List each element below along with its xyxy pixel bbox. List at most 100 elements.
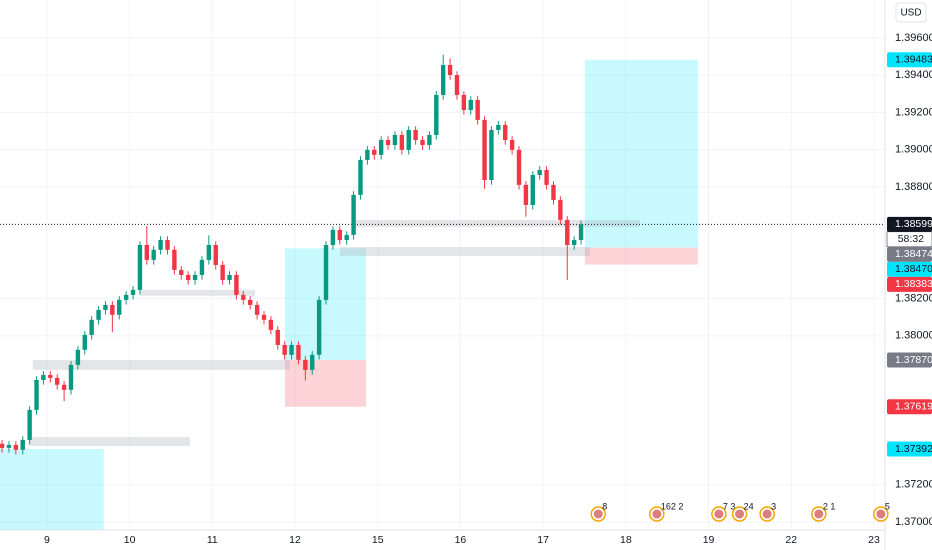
countdown-label: 58:32: [898, 233, 924, 245]
x-tick-label: 10: [124, 534, 136, 546]
candle-body: [241, 294, 246, 300]
candle-body: [158, 239, 163, 250]
y-tick-label: 1.37200: [895, 479, 932, 491]
candle-body: [103, 304, 108, 310]
candle-body: [82, 334, 87, 350]
candle-body: [578, 224, 584, 240]
price-label: 1.38474: [895, 248, 932, 260]
candle-body: [337, 229, 343, 240]
candle-body: [254, 304, 260, 315]
candle-body: [213, 244, 218, 265]
plot-area: [0, 0, 885, 530]
candle-body: [509, 139, 515, 150]
candle-body: [565, 219, 570, 245]
event-flag: [714, 509, 724, 519]
y-tick-label: 1.38000: [895, 330, 932, 342]
candle-body: [247, 299, 253, 305]
x-tick-label: 12: [289, 534, 301, 546]
candle-body: [323, 244, 329, 300]
candle-body: [427, 134, 432, 146]
candle-body: [0, 443, 5, 448]
candle-body: [137, 244, 143, 290]
x-tick-label: 9: [44, 534, 50, 546]
x-tick-label: 16: [455, 534, 467, 546]
candle-body: [420, 139, 425, 146]
candle-body: [13, 444, 19, 450]
zone: [29, 437, 190, 447]
zone: [354, 220, 640, 227]
event-flag: [762, 509, 772, 519]
candle-body: [289, 344, 294, 355]
currency-label: USD: [900, 8, 921, 19]
candle-body: [227, 274, 232, 280]
candle-body: [261, 314, 267, 320]
x-tick-label: 15: [372, 534, 384, 546]
candle-body: [378, 139, 384, 155]
candle-body: [530, 174, 535, 205]
candle-body: [68, 364, 74, 390]
event-label: 24: [744, 501, 754, 511]
candle-body: [303, 359, 308, 370]
candle-body: [475, 99, 480, 120]
candle-body: [551, 184, 556, 200]
candle-body: [268, 319, 274, 330]
candle-body: [516, 149, 522, 185]
candle-body: [372, 149, 377, 155]
position-box: [0, 449, 104, 530]
candle-body: [220, 264, 225, 280]
price-label: 1.37870: [895, 354, 932, 366]
y-tick-label: 1.39200: [895, 106, 932, 118]
y-tick-label: 1.38200: [895, 293, 932, 305]
candle-body: [20, 439, 25, 450]
event-flag: [735, 509, 745, 519]
candle-body: [179, 269, 184, 275]
event-flag: [652, 509, 662, 519]
candle-body: [330, 229, 336, 245]
event-flag: [593, 509, 603, 519]
candle-body: [440, 64, 446, 95]
candle-body: [6, 444, 12, 448]
candle-body: [558, 199, 563, 220]
candle-body: [496, 124, 501, 130]
candle-body: [365, 149, 370, 160]
candle-body: [55, 377, 60, 385]
price-badge: [887, 441, 932, 457]
event-flag: [814, 509, 824, 519]
price-label: 1.37619: [895, 401, 932, 413]
candle-body: [144, 244, 150, 260]
candle-body: [206, 244, 212, 260]
candle-body: [123, 294, 129, 300]
candle-body: [482, 119, 487, 181]
price-badge: [887, 261, 932, 277]
price-badge: [887, 276, 932, 292]
y-tick-label: 1.37000: [895, 516, 932, 528]
candle-body: [454, 75, 460, 95]
event-label: 5: [885, 501, 890, 511]
event-flag: [876, 509, 886, 519]
price-badge: [887, 52, 932, 68]
y-tick-label: 1.38800: [895, 181, 932, 193]
event-label: 8: [602, 501, 607, 511]
candle-body: [571, 239, 577, 245]
zone: [339, 247, 590, 256]
price-label: 1.38470: [895, 263, 932, 275]
candle-body: [282, 344, 287, 355]
x-tick-label: 23: [868, 534, 880, 546]
price-badge: [887, 399, 932, 415]
x-tick-label: 17: [537, 534, 549, 546]
last-price-badge: [887, 216, 932, 232]
candle-body: [96, 309, 101, 320]
position-box: [584, 247, 698, 265]
candle-body: [117, 299, 122, 315]
candle-body: [48, 374, 53, 378]
currency-button[interactable]: [895, 2, 927, 23]
candle-body: [358, 159, 363, 195]
candle-body: [296, 344, 301, 360]
candle-body: [151, 249, 156, 260]
x-tick-label: 11: [207, 534, 218, 546]
candle-body: [523, 184, 529, 205]
candle-body: [434, 94, 439, 135]
candle-body: [344, 234, 349, 240]
candle-body: [61, 384, 67, 390]
